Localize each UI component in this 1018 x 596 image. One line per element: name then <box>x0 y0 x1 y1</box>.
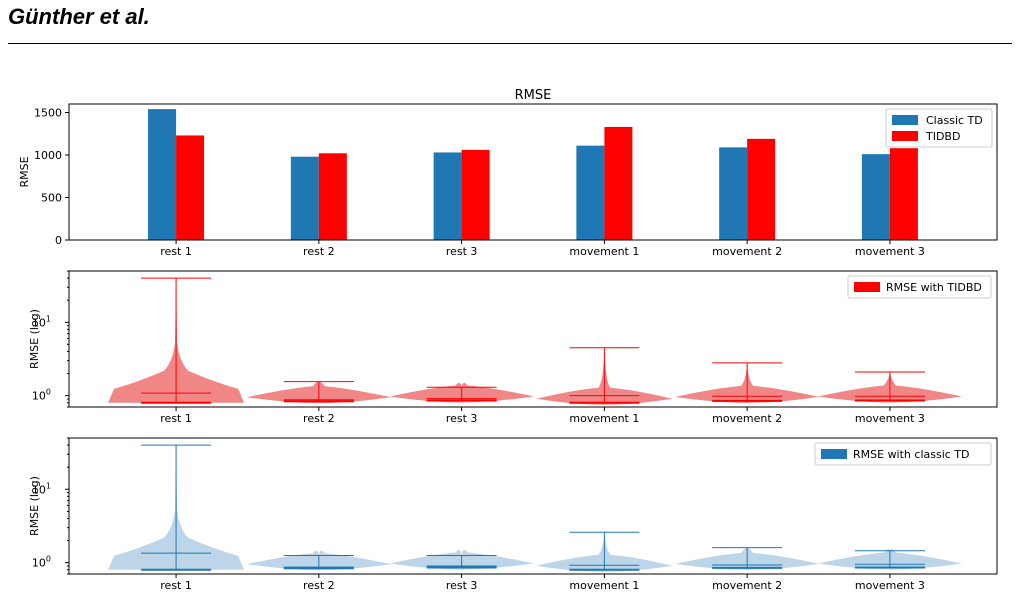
bar <box>576 145 605 240</box>
x-tick-label: rest 2 <box>303 412 335 425</box>
y-axis-label: RMSE (log) <box>28 309 41 369</box>
y-tick-exponent: 1 <box>46 314 51 323</box>
y-tick-exponent: 1 <box>46 481 51 490</box>
x-tick-label: movement 1 <box>569 245 639 258</box>
y-tick-label: 500 <box>41 192 62 205</box>
legend-label: Classic TD <box>926 114 983 127</box>
x-tick-label: rest 2 <box>303 579 335 592</box>
bar-chart-panel: RMSE 0 500 1000 1500 rest 1 rest 2 rest 3 moveme… <box>18 88 998 258</box>
bar <box>176 135 205 240</box>
chart-title: RMSE <box>515 88 552 103</box>
legend-box <box>814 442 992 466</box>
x-tick-label: rest 3 <box>446 245 478 258</box>
page-header-title: Günther et al. <box>8 4 150 29</box>
y-tick-label: 100 <box>32 555 51 570</box>
bar <box>461 149 490 240</box>
x-tick-label: movement 3 <box>855 245 925 258</box>
x-tick-label: rest 2 <box>303 245 335 258</box>
header-divider <box>8 43 1012 44</box>
x-tick-label: rest 1 <box>160 245 192 258</box>
x-tick-label: movement 2 <box>712 245 782 258</box>
bar <box>889 148 918 240</box>
legend-swatch <box>892 115 918 125</box>
bar <box>290 156 319 240</box>
y-tick-exponent: 0 <box>46 388 51 397</box>
legend-label: RMSE with classic TD <box>853 448 970 461</box>
x-tick-label: rest 1 <box>160 412 192 425</box>
y-tick-label: 0 <box>55 234 62 247</box>
legend-label: RMSE with TIDBD <box>886 281 982 294</box>
x-tick-label: movement 2 <box>712 412 782 425</box>
legend-swatch <box>821 449 847 459</box>
bar <box>719 147 748 240</box>
plot-frame <box>68 103 998 241</box>
legend-label: TIDBD <box>925 130 960 143</box>
x-tick-label: movement 1 <box>569 579 639 592</box>
bar <box>747 138 776 240</box>
legend-swatch <box>854 282 880 292</box>
bar <box>148 109 177 240</box>
bar <box>433 152 462 240</box>
x-tick-label: movement 3 <box>855 579 925 592</box>
legend-swatch <box>892 131 918 141</box>
bar <box>861 154 890 240</box>
x-tick-label: rest 3 <box>446 412 478 425</box>
y-axis-label: RMSE <box>18 156 31 187</box>
y-tick-exponent: 0 <box>46 555 51 564</box>
x-tick-label: movement 1 <box>569 412 639 425</box>
x-tick-label: movement 3 <box>855 412 925 425</box>
y-axis-label: RMSE (log) <box>28 476 41 536</box>
bar <box>604 126 633 240</box>
x-tick-label: rest 3 <box>446 579 478 592</box>
y-tick-label: 1000 <box>34 149 62 162</box>
bar <box>318 153 347 240</box>
x-tick-label: rest 1 <box>160 579 192 592</box>
y-tick-label: 1500 <box>34 107 62 120</box>
x-tick-label: movement 2 <box>712 579 782 592</box>
legend-box <box>847 275 992 299</box>
y-tick-label: 100 <box>32 388 51 403</box>
